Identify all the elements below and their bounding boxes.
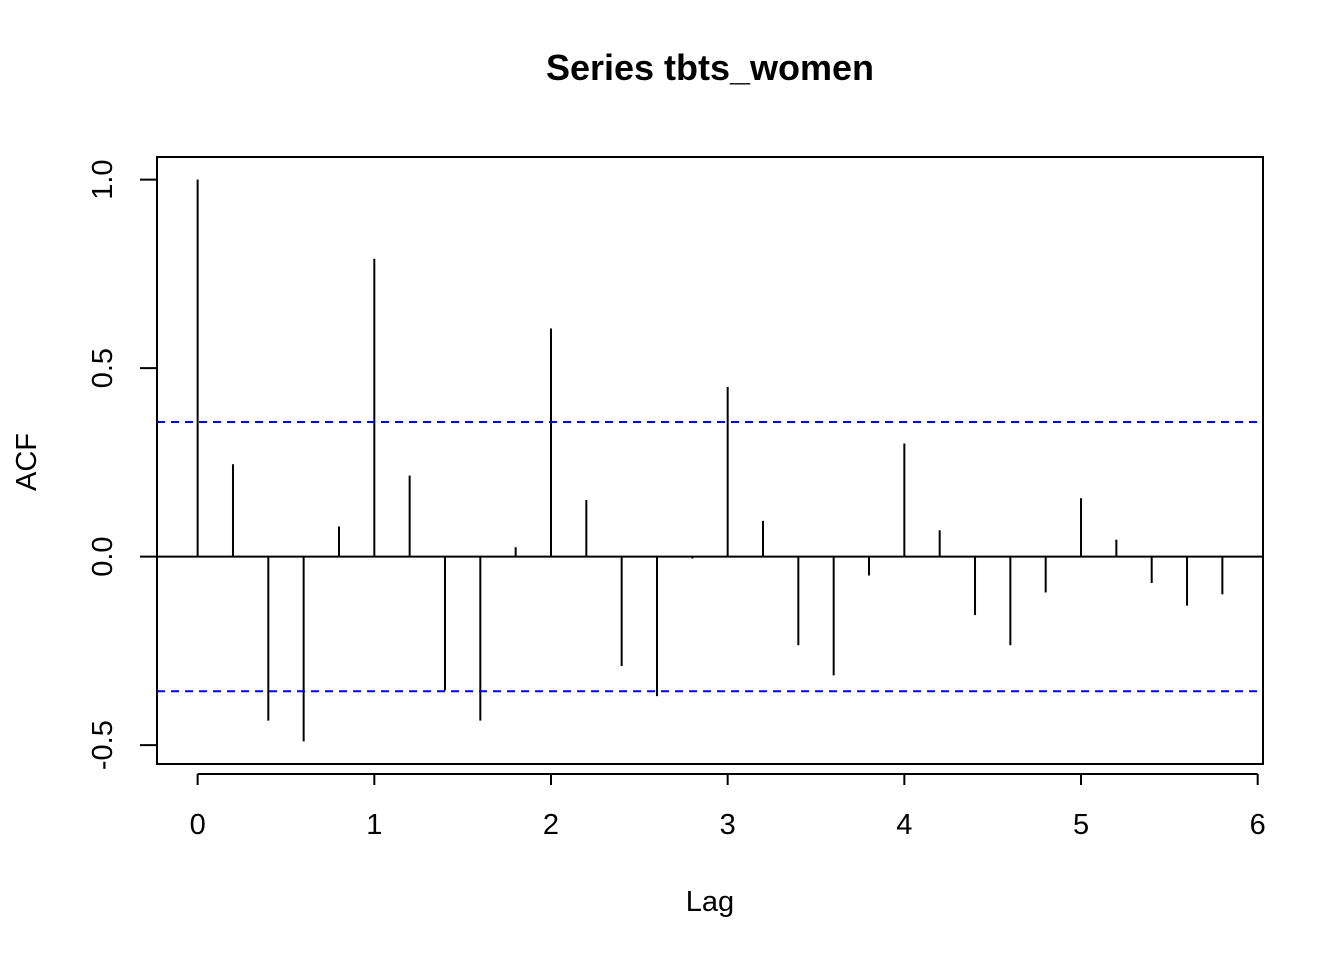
x-tick-label-2: 2: [543, 809, 559, 841]
confidence-bounds: [157, 421, 1263, 693]
y-tick-label-1: 0.0: [87, 536, 119, 576]
x-tick-label-6: 6: [1250, 809, 1266, 841]
y-axis-label: ACF: [11, 433, 43, 491]
y-tick-label-2: 0.5: [87, 348, 119, 388]
x-tick-label-1: 1: [366, 809, 382, 841]
x-tick-label-3: 3: [720, 809, 736, 841]
chart-title: Series tbts_women: [546, 47, 874, 88]
x-tick-label-4: 4: [896, 809, 912, 841]
y-tick-label-0: -0.5: [87, 720, 119, 770]
acf-bars: [196, 179, 1224, 742]
x-tick-label-0: 0: [190, 809, 206, 841]
x-tick-label-5: 5: [1073, 809, 1089, 841]
plot-frame: [156, 156, 1264, 765]
axes-layer: 0 1 2 3 4 5 6 -0.5 0.0 0.5 1.0: [87, 156, 1266, 841]
x-axis-label: Lag: [686, 886, 734, 918]
y-tick-label-3: 1.0: [87, 159, 119, 199]
